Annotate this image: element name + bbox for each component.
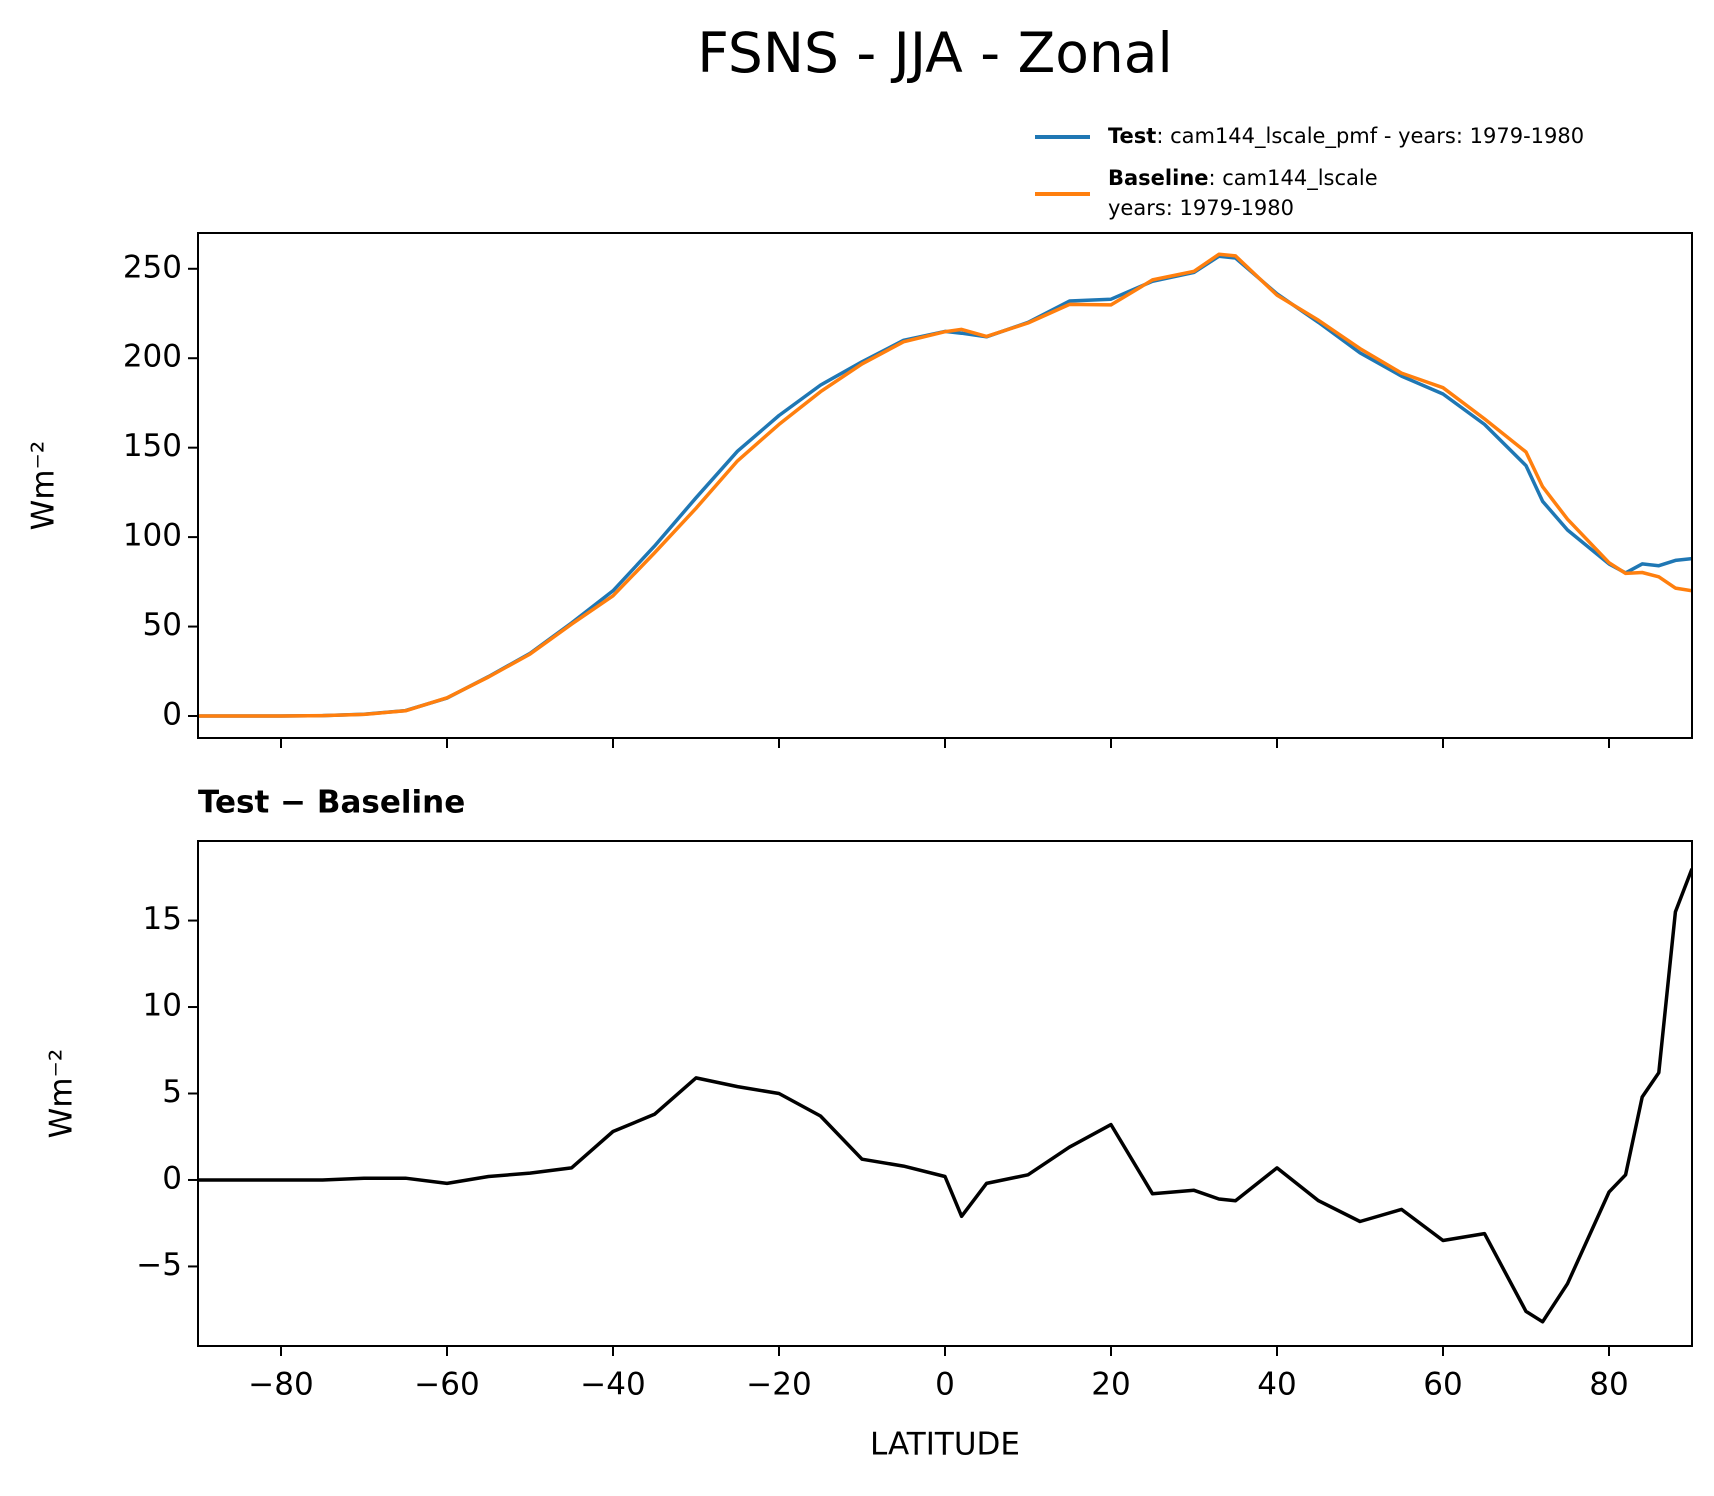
series-line <box>198 868 1692 1324</box>
chart-title: FSNS - JJA - Zonal <box>697 21 1173 85</box>
legend-name: Baseline <box>1108 166 1209 190</box>
legend-label: Test: cam144_lscale_pmf - years: 1979-19… <box>1108 124 1584 149</box>
y-tick-label: 50 <box>143 607 182 643</box>
x-tick-label: −60 <box>414 1367 479 1403</box>
x-tick-label: 20 <box>1091 1367 1130 1403</box>
y-tick-label: 250 <box>123 249 182 285</box>
y-tick-label: 15 <box>143 901 182 937</box>
series-line <box>198 252 1692 718</box>
y-tick-label: 100 <box>123 518 182 554</box>
y-axis-label: Wm⁻² <box>44 1049 80 1139</box>
subtitle: Test − Baseline <box>198 785 465 821</box>
y-tick-label: 5 <box>162 1074 182 1110</box>
x-tick-label: 60 <box>1423 1367 1462 1403</box>
y-tick-label: 0 <box>162 1160 182 1196</box>
y-tick-label: 0 <box>162 696 182 732</box>
x-tick-label: −80 <box>248 1367 313 1403</box>
x-tick-label: −40 <box>580 1367 645 1403</box>
legend-name: Test <box>1108 124 1156 148</box>
legend-detail: : cam144_lscale <box>1209 166 1378 191</box>
y-tick-label: 200 <box>123 339 182 375</box>
y-tick-label: 150 <box>123 428 182 464</box>
x-tick-label: −20 <box>746 1367 811 1403</box>
axes-frame <box>197 232 1693 739</box>
legend-label: Baseline: cam144_lscale <box>1108 166 1378 191</box>
y-tick-label: 10 <box>143 988 182 1024</box>
x-tick-label: 40 <box>1257 1367 1296 1403</box>
y-axis-label: Wm⁻² <box>26 441 62 531</box>
y-tick-label: −5 <box>136 1247 182 1283</box>
x-axis-label: LATITUDE <box>870 1427 1020 1463</box>
series-line <box>198 254 1692 718</box>
legend-label: years: 1979-1980 <box>1108 196 1294 220</box>
x-tick-label: 0 <box>935 1367 955 1403</box>
legend-detail: : cam144_lscale_pmf - years: 1979-1980 <box>1156 124 1584 149</box>
x-tick-label: 80 <box>1589 1367 1628 1403</box>
axes-frame <box>197 840 1693 1347</box>
